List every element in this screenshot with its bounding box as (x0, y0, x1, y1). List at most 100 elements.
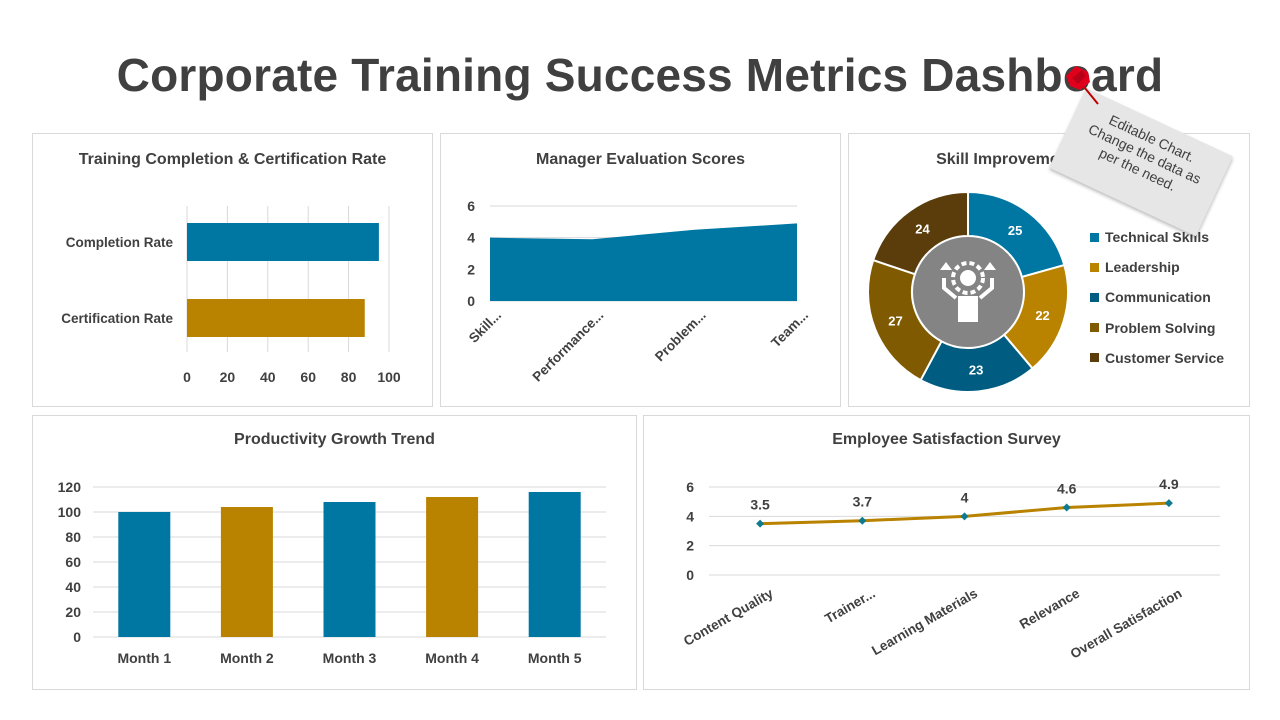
arrow-up-left (940, 262, 952, 270)
completion-chart-panel: Training Completion & Certification Rate… (32, 133, 433, 407)
y-tick-label: 2 (686, 538, 694, 554)
pie-slice (871, 190, 969, 276)
legend-label: Communication (1105, 289, 1211, 306)
x-tick-label: 100 (377, 369, 401, 385)
skill-legend: Technical Skills Leadership Communicatio… (1090, 222, 1224, 373)
data-point (858, 516, 867, 525)
legend-label: Problem Solving (1105, 319, 1216, 336)
slice-label: 23 (969, 363, 983, 378)
y-tick-label: 120 (58, 479, 82, 495)
y-tick-label: 2 (467, 261, 475, 277)
data-label: 4 (961, 489, 969, 505)
legend-item: Communication (1090, 282, 1224, 312)
bar (220, 507, 273, 637)
bar (187, 223, 379, 261)
bar (528, 492, 581, 637)
bar (323, 502, 376, 637)
category-label: Certification Rate (61, 311, 173, 326)
data-point (1164, 499, 1173, 508)
y-tick-label: 4 (467, 230, 475, 246)
bar (187, 299, 365, 337)
x-tick-label: Overall Satisfaction (1068, 586, 1185, 662)
x-tick-label: Problem... (652, 308, 709, 365)
slice-label: 27 (888, 314, 902, 329)
data-label: 3.7 (853, 494, 873, 510)
left-arm (942, 278, 958, 300)
x-tick-label: Performance... (530, 308, 607, 385)
pin-icon (1066, 66, 1099, 105)
person-body (958, 296, 978, 322)
legend-swatch (1090, 262, 1099, 272)
data-point (1062, 503, 1071, 512)
y-tick-label: 6 (686, 479, 694, 495)
legend-label: Customer Service (1105, 349, 1225, 366)
skill-chart-title: Skill Improvement (936, 151, 1074, 168)
y-tick-label: 40 (65, 579, 81, 595)
data-point (960, 512, 969, 521)
category-label: Completion Rate (66, 235, 174, 250)
legend-item: Leadership (1090, 252, 1224, 282)
legend-item: Customer Service (1090, 343, 1224, 373)
completion-chart: 0 20 40 60 80 100 Completion Rate Certification… (61, 206, 401, 385)
x-tick-label: Month 4 (425, 650, 479, 666)
slice-label: 24 (915, 222, 930, 237)
data-label: 3.5 (750, 497, 770, 513)
x-tick-label: 80 (341, 369, 357, 385)
y-tick-label: 60 (65, 554, 81, 570)
manager-chart-panel: Manager Evaluation Scores 0 2 4 6 Skill... Pe… (440, 133, 841, 407)
area-series (490, 223, 797, 301)
x-tick-label: Skill... (466, 308, 504, 346)
x-tick-label: Content Quality (681, 585, 776, 648)
idea-gear-icon (940, 261, 996, 322)
data-point (756, 519, 765, 528)
x-tick-label: 40 (260, 369, 276, 385)
legend-item: Problem Solving (1090, 313, 1224, 343)
legend-swatch (1090, 353, 1099, 363)
gear-ring (951, 261, 985, 295)
legend-label: Technical Skills (1105, 229, 1210, 246)
skill-chart-panel: Skill Improvement 25 22 23 27 24 (848, 133, 1250, 407)
y-tick-label: 6 (467, 198, 475, 214)
y-tick-label: 0 (686, 567, 694, 583)
x-tick-label: Learning Materials (869, 586, 980, 659)
x-tick-label: 60 (300, 369, 316, 385)
x-tick-label: 20 (220, 369, 236, 385)
page-title: Corporate Training Success Metrics Dashb… (116, 49, 1164, 101)
y-tick-label: 0 (467, 293, 475, 309)
legend-item: Technical Skills (1090, 222, 1224, 252)
x-tick-label: Relevance (1017, 585, 1083, 632)
bulb (960, 270, 976, 286)
legend-label: Leadership (1105, 259, 1180, 276)
x-tick-label: Month 5 (528, 650, 582, 666)
satisfaction-chart-title: Employee Satisfaction Survey (832, 431, 1061, 448)
productivity-chart: 0 20 40 60 80 100 120 Month 1 Month 2 Month 3 Mont… (58, 479, 606, 666)
legend-swatch (1090, 232, 1099, 242)
y-tick-label: 0 (73, 629, 81, 645)
right-arm (978, 278, 994, 300)
x-tick-label: Month 3 (323, 650, 377, 666)
manager-chart: 0 2 4 6 Skill... Performance... Problem... Team… (466, 198, 811, 385)
data-label: 4.9 (1159, 476, 1179, 492)
legend-swatch (1090, 292, 1099, 302)
y-tick-label: 100 (58, 504, 82, 520)
x-tick-label: Team... (768, 308, 811, 351)
donut-center (913, 237, 1023, 347)
productivity-chart-panel: Productivity Growth Trend 0 20 40 60 80 100 12… (32, 415, 637, 690)
data-label: 4.6 (1057, 481, 1077, 497)
satisfaction-chart-panel: Employee Satisfaction Survey 0 2 4 6 3.5 Cont… (643, 415, 1250, 690)
bar (426, 497, 479, 637)
legend-swatch (1090, 323, 1099, 333)
y-tick-label: 4 (686, 508, 694, 524)
x-tick-label: Month 1 (117, 650, 171, 666)
skill-chart: 25 22 23 27 24 (867, 190, 1069, 393)
x-tick-label: Trainer... (822, 586, 878, 627)
y-tick-label: 80 (65, 529, 81, 545)
slice-label: 22 (1035, 308, 1049, 323)
slice-label: 25 (1008, 223, 1022, 238)
completion-chart-title: Training Completion & Certification Rate (78, 151, 387, 168)
arrow-up-right (984, 262, 996, 270)
manager-chart-title: Manager Evaluation Scores (536, 151, 745, 168)
x-tick-label: Month 2 (220, 650, 274, 666)
productivity-chart-title: Productivity Growth Trend (234, 431, 435, 448)
y-tick-label: 20 (65, 604, 81, 620)
